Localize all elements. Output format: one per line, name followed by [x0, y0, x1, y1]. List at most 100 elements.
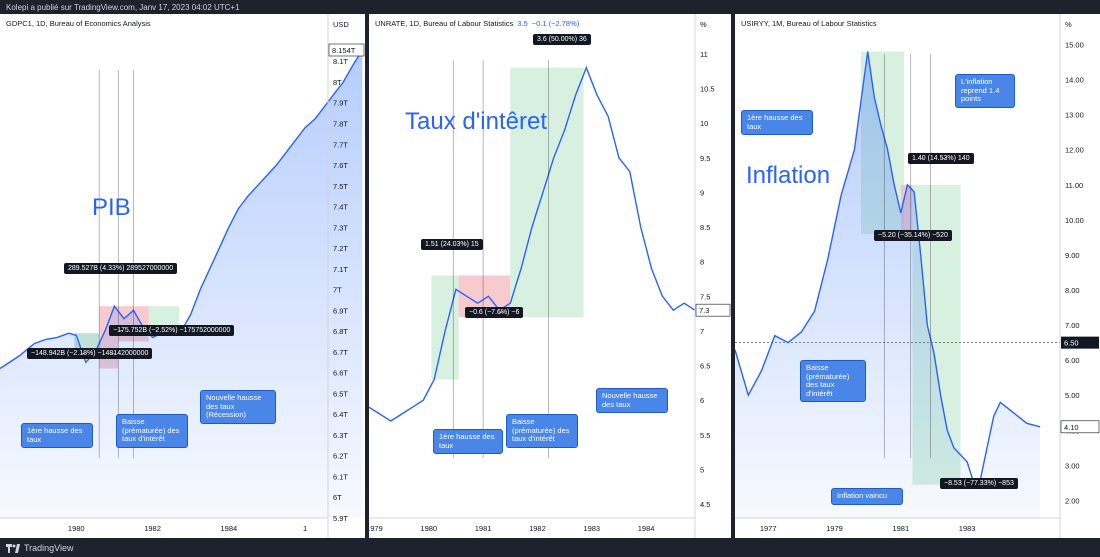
x-tick-label: 1982 [529, 524, 546, 533]
inflation-measure-total-drop: −8.53 (−77.33%) −853 [940, 478, 1018, 489]
unrate-chart-title: UNRATE, 1D, Bureau of Labour Statistics 3… [375, 19, 579, 28]
x-tick-label: 1984 [638, 524, 655, 533]
y-tick-label: 12.00 [1065, 146, 1084, 155]
inflation-measure-first-drop: −5.20 (−35.14%) −520 [874, 230, 952, 241]
unrate-measure-first: 1.51 (24.03%) 15 [421, 239, 483, 250]
marker-value-label: 6.50 [1064, 339, 1079, 348]
y-tick-label: 6.6T [333, 369, 348, 378]
y-tick-label: 7.8T [333, 120, 348, 129]
y-tick-label: 15.00 [1065, 41, 1084, 50]
chart-panel-gdp[interactable]: USD 8.1T 8T 7.9T 7.8T 7.7T 7.6T 7.5T 7.4T 7.3T 7.2… [0, 14, 365, 538]
unit-label: % [1065, 20, 1072, 29]
y-tick-label: 7.1T [333, 265, 348, 274]
unrate-title-value: 3.5 [517, 19, 528, 28]
tradingview-logo[interactable]: TradingView [6, 543, 74, 553]
y-tick-label: 5.5 [700, 431, 710, 440]
x-tick-label: 1980 [420, 524, 437, 533]
y-tick-label: 6T [333, 493, 342, 502]
inflation-callout-first-hike: 1ère hausse des taux [741, 110, 813, 135]
y-tick-label: 6.8T [333, 327, 348, 336]
series-line [0, 49, 363, 370]
x-tick-label: 1980 [68, 524, 85, 533]
y-tick-label: 8.5 [700, 223, 710, 232]
measure-zone-0 [431, 275, 459, 380]
x-tick-label: 1977 [760, 524, 777, 533]
unrate-callout-rate-cut: Baisse (prématurée) des taux d'intérêt [506, 414, 578, 448]
y-tick-label: 6.9T [333, 306, 348, 315]
x-tick-label: 1979 [369, 524, 383, 533]
y-tick-label: 5.00 [1065, 391, 1080, 400]
y-tick-label: 3.00 [1065, 461, 1080, 470]
y-tick-label: 7.5T [333, 182, 348, 191]
current-value-label: 4.10 [1064, 423, 1079, 432]
y-tick-label: 6.7T [333, 348, 348, 357]
y-tick-label: 9.5 [700, 154, 710, 163]
y-tick-label: 9.00 [1065, 251, 1080, 260]
unrate-callout-new-hike: Nouvelle hausse des taux [596, 388, 668, 413]
gdp-measure-rise: 289.527B (4.33%) 289527000000 [64, 263, 178, 274]
gdp-measure-drop: −1̶75.752B (−2.52%) −175752000000 [109, 325, 235, 336]
inflation-measure-rebound: 1.4̶0 (14.5̶3%) 140 [908, 153, 974, 164]
y-tick-label: 11 [700, 50, 708, 59]
y-tick-label: 7T [333, 286, 342, 295]
x-tick-label: 1983 [959, 524, 976, 533]
chart-panel-inflation[interactable]: % 15.00 14.00 13.00 12.00 11.00 10.00 9.00 8.00 7… [735, 14, 1100, 538]
y-tick-label: 8 [700, 258, 704, 267]
unrate-measure-drop: −0.6 (−7.6̶%) −6 [465, 307, 524, 318]
gdp-chart-svg[interactable]: USD 8.1T 8T 7.9T 7.8T 7.7T 7.6T 7.5T 7.4T 7.3T 7.2… [0, 14, 365, 538]
x-tick-label: 1981 [892, 524, 909, 533]
gdp-measure-first: −148.942B (−2.1̶8%) −148̶142000000 [27, 348, 153, 359]
y-tick-label: 6.2T [333, 452, 348, 461]
inflation-chart-title: USIRYY, 1M, Bureau of Labour Statistics [741, 19, 877, 28]
y-tick-label: 7.4T [333, 203, 348, 212]
unrate-title-change: −0.1 (−2.78%) [531, 19, 580, 28]
publication-header: Kolepi a publié sur TradingView.com, Jan… [0, 0, 1100, 16]
x-tick-label: 1981 [475, 524, 492, 533]
x-tick-label: 1979 [826, 524, 843, 533]
y-tick-label: 7.7T [333, 140, 348, 149]
tradingview-brand: TradingView [24, 543, 74, 553]
current-value-box [328, 43, 365, 57]
gdp-callout-first-hike: 1ère hausse des taux [21, 423, 93, 448]
y-tick-label: 7 [700, 327, 704, 336]
inflation-callout-rebound: L'inflation reprend 1.4 points [955, 74, 1015, 108]
gdp-callout-new-hike: Nouvelle hausse des taux (Récession) [200, 390, 276, 424]
current-value-box [1060, 420, 1100, 434]
y-tick-label: 10.00 [1065, 216, 1084, 225]
gdp-overlay-label: PIB [92, 194, 131, 221]
y-tick-label: 7.6T [333, 161, 348, 170]
unrate-chart-svg[interactable]: % 11 10.5 10 9.5 9 8.5 8 7.5 7 6.5 6 5.5 5 4.5 7.3 1979 1… [369, 14, 731, 538]
unit-label: % [700, 20, 707, 29]
tradingview-logo-icon [6, 543, 20, 553]
y-tick-label: 7.00 [1065, 321, 1080, 330]
unit-label: USD [333, 20, 349, 29]
y-tick-label: 5.9T [333, 514, 348, 523]
y-tick-label: 6.1T [333, 472, 348, 481]
y-tick-label: 5 [700, 466, 704, 475]
current-value-label: 8.154T [332, 46, 356, 55]
y-tick-label: 6.5T [333, 389, 348, 398]
chart-panel-unrate[interactable]: % 11 10.5 10 9.5 9 8.5 8 7.5 7 6.5 6 5.5 5 4.5 7.3 1979 1… [369, 14, 731, 538]
x-tick-label: 1982 [144, 524, 161, 533]
y-tick-label: 6.4T [333, 410, 348, 419]
y-tick-label: 8.00 [1065, 286, 1080, 295]
y-tick-label: 7.3T [333, 223, 348, 232]
footer-bar: TradingView [0, 540, 1100, 557]
unrate-overlay-label: Taux d'intêret [405, 108, 547, 135]
inflation-callout-defeated: Inflation vaincu [831, 488, 903, 505]
y-tick-label: 13.00 [1065, 111, 1084, 120]
y-tick-label: 6 [700, 396, 704, 405]
y-tick-label: 10.5 [700, 84, 715, 93]
y-tick-label: 7.9T [333, 99, 348, 108]
inflation-overlay-label: Inflation [746, 162, 831, 189]
y-tick-label: 14.00 [1065, 76, 1084, 85]
current-value-box [695, 303, 731, 317]
inflation-chart-svg[interactable]: % 15.00 14.00 13.00 12.00 11.00 10.00 9.00 8.00 7… [735, 14, 1100, 538]
y-tick-label: 10 [700, 119, 708, 128]
x-tick-label: 1984 [220, 524, 237, 533]
y-tick-label: 8.1T [333, 57, 348, 66]
y-tick-label: 11.00 [1065, 181, 1083, 190]
publication-text: Kolepi a publié sur TradingView.com, Jan… [6, 3, 240, 12]
y-tick-label: 4.5 [700, 500, 710, 509]
inflation-callout-rate-cut: Baisse (prématurée) des taux d'intérêt [800, 360, 866, 402]
